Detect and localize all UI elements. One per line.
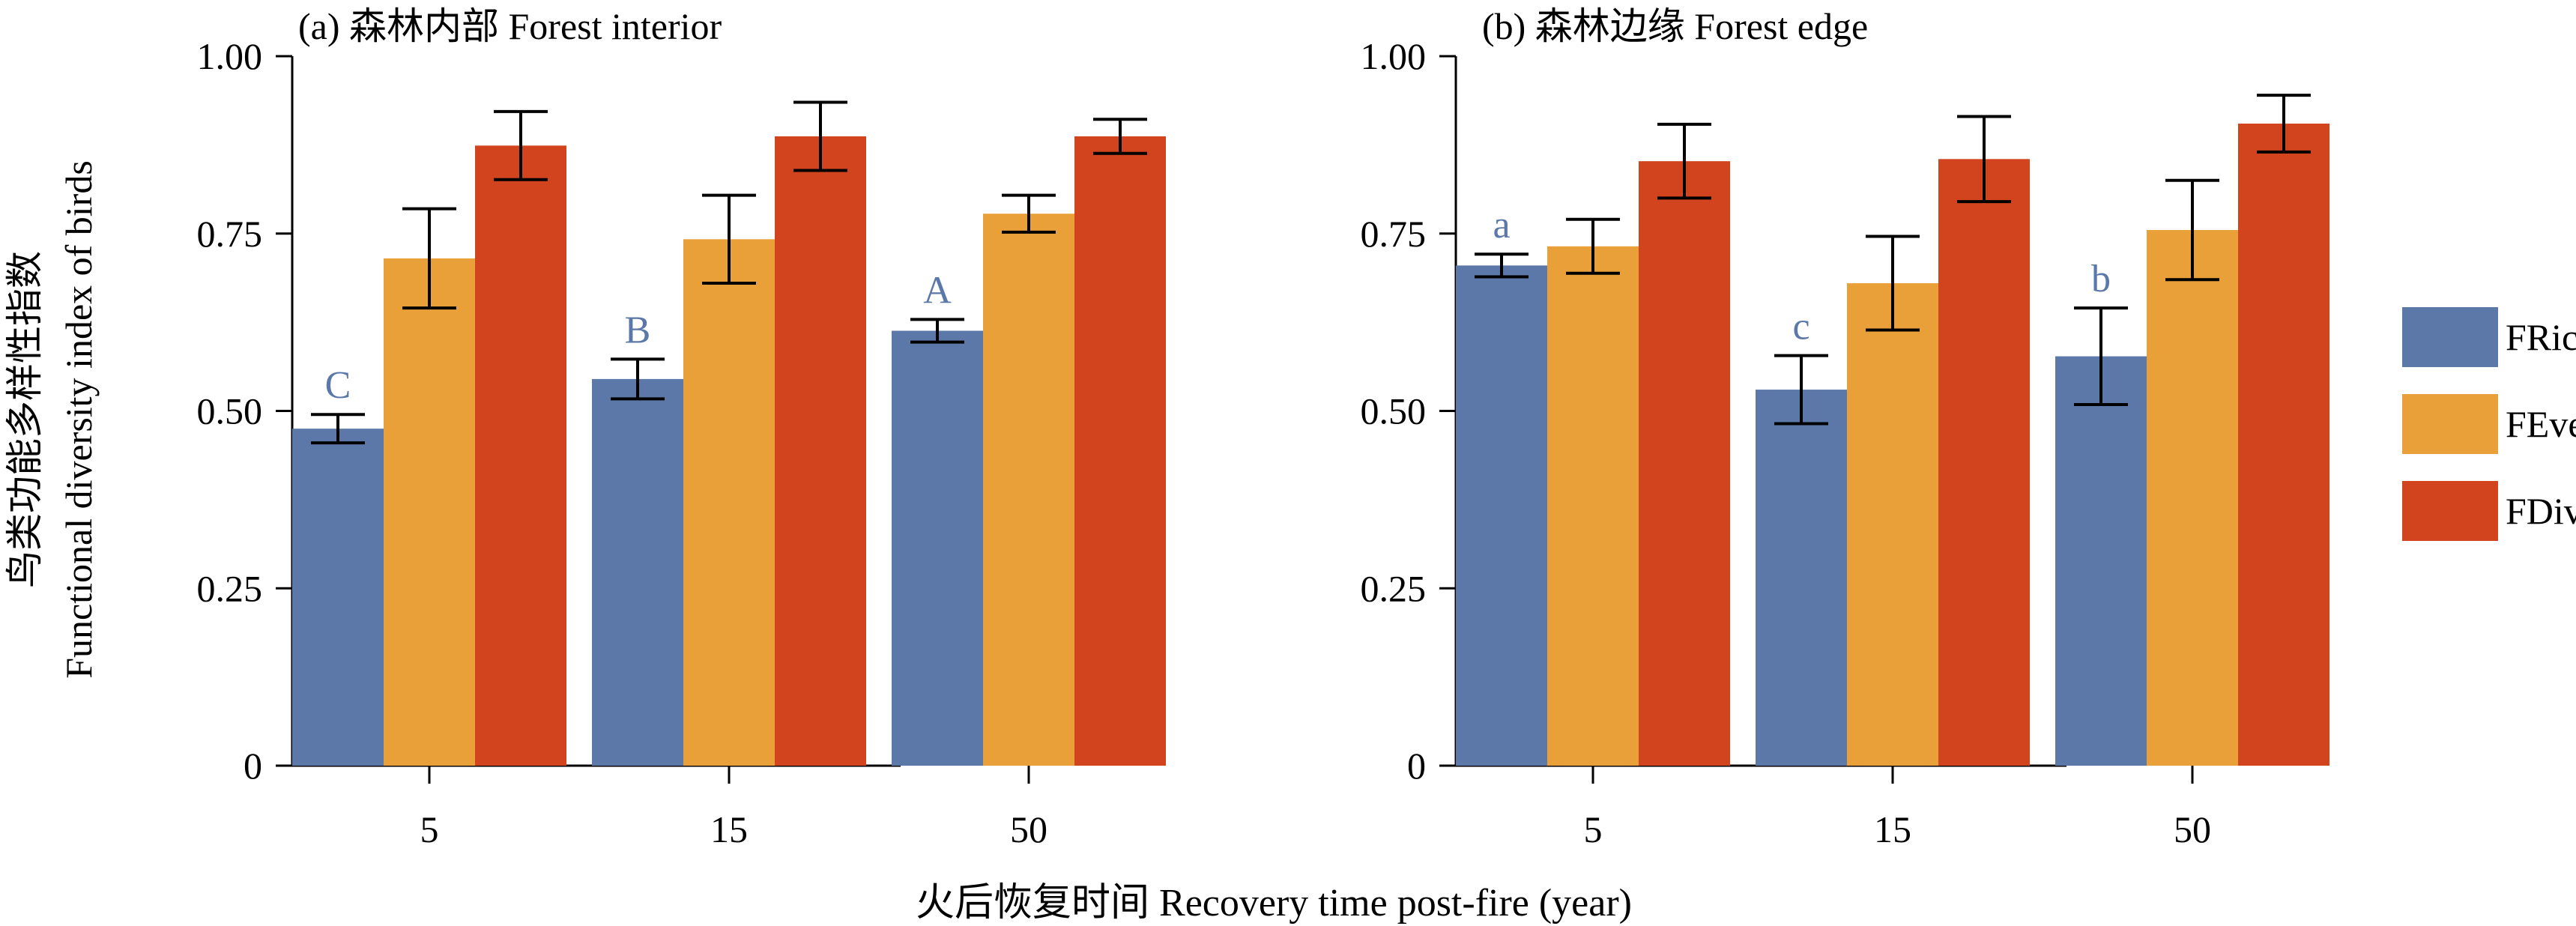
error-bar-fdiv-50 [1093, 118, 1147, 155]
bar-fdiv-50 [1074, 136, 1166, 766]
legend-label-fdiv: FDiv [2506, 490, 2576, 532]
x-tick-label: 50 [2174, 808, 2211, 850]
bar-feve-5 [384, 258, 475, 766]
error-bar-feve-50 [2165, 178, 2219, 282]
significance-label: B [625, 309, 651, 351]
error-bar-feve-50 [1002, 193, 1056, 234]
error-bar-feve-15 [1866, 234, 1920, 332]
bar-feve-15 [1847, 283, 1938, 766]
bar-fric-50 [2055, 356, 2147, 766]
bar-fric-15 [1756, 390, 1847, 766]
bar-fdiv-5 [475, 145, 566, 766]
legend-label-fric: FRic [2506, 316, 2576, 358]
bar-fdiv-50 [2238, 123, 2329, 766]
y-tick-label: 0.25 [197, 567, 263, 609]
error-bar-fdiv-5 [494, 109, 548, 181]
y-axis-label-chinese: 鸟类功能多样性指数 [4, 251, 46, 588]
y-tick-label: 0.75 [197, 213, 263, 255]
error-bar-fdiv-50 [2257, 94, 2311, 154]
error-bar-fric-15 [611, 357, 665, 401]
bar-fric-15 [592, 378, 683, 766]
error-bar-fric-50 [910, 318, 964, 344]
significance-label: a [1493, 204, 1510, 246]
y-tick-label: 0.75 [1361, 213, 1427, 255]
x-tick-label: 15 [1874, 808, 1911, 850]
legend-swatch-fdiv [2402, 481, 2498, 541]
bar-fric-50 [892, 330, 983, 766]
panel-title: (a) 森林内部 Forest interior [298, 5, 722, 47]
error-bar-fric-5 [311, 413, 365, 445]
bar-fric-5 [292, 429, 384, 766]
x-tick-label: 5 [420, 808, 439, 850]
bar-fdiv-15 [775, 136, 866, 766]
significance-label: b [2091, 258, 2111, 300]
y-tick-label: 0.50 [1361, 390, 1427, 432]
bar-feve-50 [2147, 230, 2238, 766]
bar-feve-50 [983, 214, 1074, 766]
y-tick-label: 0 [1407, 745, 1426, 787]
bar-feve-5 [1547, 246, 1639, 766]
x-tick-label: 15 [710, 808, 748, 850]
bar-feve-15 [683, 239, 775, 766]
y-tick-label: 0 [244, 745, 262, 787]
panel-title: (b) 森林边缘 Forest edge [1482, 5, 1868, 47]
y-tick-label: 0.25 [1361, 567, 1427, 609]
error-bar-fdiv-15 [793, 100, 847, 172]
legend-label-feve: FEve [2506, 403, 2576, 445]
significance-label: c [1792, 306, 1809, 348]
legend-swatch-fric [2402, 307, 2498, 367]
panel-forest-edge: 0 0.25 0.50 0.75 1.00 (b) 森林边缘 Forest edge 5 a 1… [1361, 5, 2329, 850]
significance-label: C [325, 364, 351, 407]
error-bar-feve-5 [402, 207, 456, 310]
bar-fdiv-5 [1639, 161, 1730, 766]
legend-swatch-feve [2402, 394, 2498, 454]
significance-label: A [923, 269, 952, 312]
panel-forest-interior: 0 0.25 0.50 0.75 1.00 (a) 森林内部 Forest interio… [197, 5, 1166, 850]
x-tick-label: 50 [1010, 808, 1047, 850]
x-axis-label: 火后恢复时间 Recovery time post-fire (year) [916, 882, 1632, 925]
bar-fric-5 [1456, 265, 1547, 766]
error-bar-fdiv-15 [1957, 115, 2011, 204]
legend: FRic FEve FDiv [2402, 307, 2576, 541]
error-bar-feve-5 [1566, 217, 1620, 275]
error-bar-fric-15 [1774, 354, 1828, 426]
x-tick-label: 5 [1584, 808, 1603, 850]
bar-fdiv-15 [1938, 159, 2030, 766]
y-tick-label: 1.00 [1361, 35, 1427, 77]
error-bar-feve-15 [702, 193, 756, 285]
error-bar-fdiv-5 [1657, 122, 1711, 200]
y-axis-label-english: Functional diversity index of birds [58, 160, 100, 679]
error-bar-fric-50 [2074, 306, 2128, 406]
error-bar-fric-5 [1475, 252, 1529, 279]
y-tick-label: 1.00 [197, 35, 263, 77]
y-tick-label: 0.50 [197, 390, 263, 432]
